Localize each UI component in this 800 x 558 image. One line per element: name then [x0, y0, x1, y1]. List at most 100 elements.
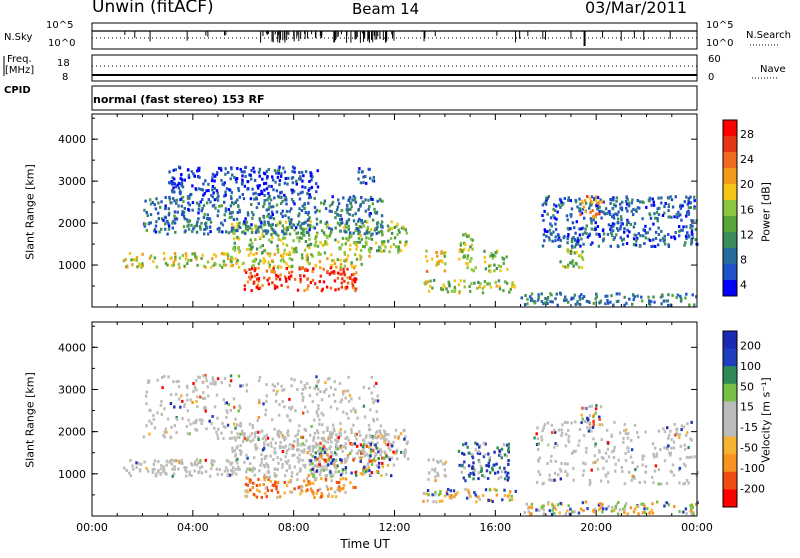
range-cell — [185, 470, 188, 474]
range-cell — [495, 488, 498, 492]
range-cell — [319, 441, 322, 445]
range-cell — [186, 196, 190, 200]
range-cell — [258, 469, 261, 473]
range-cell — [671, 205, 675, 209]
nsky-right-tick-top: 10^5 — [706, 20, 734, 31]
range-cell — [141, 252, 144, 256]
range-cell — [567, 250, 570, 254]
range-cell — [287, 433, 290, 437]
range-cell — [325, 467, 328, 471]
range-cell — [272, 217, 276, 221]
range-cell — [159, 472, 163, 476]
range-cell — [308, 394, 312, 398]
range-cell — [276, 222, 279, 226]
range-cell — [210, 193, 213, 197]
range-cell — [284, 437, 287, 440]
range-cell — [290, 197, 294, 201]
range-cell — [259, 463, 262, 467]
range-cell — [328, 472, 332, 476]
range-cell — [526, 297, 529, 301]
range-cell — [569, 252, 573, 255]
range-cell — [340, 281, 343, 285]
range-cell — [607, 480, 610, 484]
range-cell — [559, 501, 562, 505]
range-cell — [230, 167, 233, 171]
range-cell — [198, 470, 201, 474]
range-cell — [458, 250, 461, 254]
range-cell — [315, 491, 318, 495]
range-cell — [573, 226, 576, 230]
range-cell — [328, 272, 332, 276]
range-cell — [287, 176, 290, 180]
range-cell — [268, 205, 271, 209]
range-cell — [280, 172, 283, 176]
range-cell — [250, 265, 254, 268]
range-cell — [294, 409, 297, 413]
range-cell — [589, 199, 593, 203]
range-cell — [352, 241, 356, 245]
range-cell — [263, 441, 266, 445]
range-cell — [382, 249, 386, 253]
range-cell — [298, 458, 301, 462]
range-cell — [269, 198, 273, 202]
range-cell — [250, 432, 254, 435]
range-cell — [242, 222, 245, 226]
range-cell — [198, 176, 201, 179]
range-cell — [308, 187, 311, 190]
range-cell — [244, 166, 247, 170]
range-cell — [310, 185, 314, 189]
range-cell — [580, 199, 584, 203]
range-cell — [650, 203, 653, 207]
range-cell — [472, 461, 475, 465]
range-cell — [197, 461, 200, 465]
range-cell — [678, 234, 681, 238]
range-cell — [254, 267, 257, 271]
range-cell — [373, 228, 377, 232]
range-cell — [346, 276, 349, 280]
range-cell — [671, 293, 674, 297]
range-cell — [248, 268, 251, 271]
range-cell — [243, 437, 246, 440]
range-cell — [276, 430, 279, 434]
range-cell — [590, 429, 593, 433]
range-cell — [589, 217, 592, 221]
range-cell — [397, 228, 400, 232]
range-cell — [220, 178, 223, 182]
range-cell — [252, 166, 255, 170]
range-cell — [495, 462, 498, 466]
range-cell — [560, 428, 563, 432]
range-cell — [273, 427, 276, 431]
range-cell — [323, 445, 326, 449]
range-cell — [329, 431, 332, 434]
range-cell — [273, 169, 277, 172]
range-cell — [260, 461, 263, 465]
range-cell — [280, 384, 283, 388]
range-cell — [200, 221, 203, 225]
range-cell — [191, 229, 194, 233]
range-cell — [356, 451, 360, 455]
range-cell — [572, 236, 575, 239]
range-cell — [654, 230, 658, 234]
range-cell — [338, 223, 341, 227]
range-cell — [359, 181, 363, 185]
range-cell — [213, 253, 216, 256]
range-cell — [286, 228, 290, 231]
range-cell — [466, 266, 469, 270]
range-cell — [330, 227, 333, 231]
range-cell — [495, 250, 498, 254]
range-cell — [607, 441, 610, 445]
range-cell — [156, 378, 159, 382]
range-cell — [153, 459, 157, 463]
range-cell — [355, 277, 358, 281]
range-cell — [177, 385, 181, 389]
range-cell — [218, 230, 221, 234]
range-cell — [648, 199, 651, 203]
range-cell — [342, 444, 346, 448]
range-cell — [210, 179, 214, 183]
range-cell — [281, 450, 285, 453]
range-cell — [567, 263, 570, 267]
range-cell — [288, 219, 291, 223]
range-cell — [370, 471, 374, 475]
range-cell — [152, 413, 155, 417]
range-cell — [678, 510, 681, 513]
